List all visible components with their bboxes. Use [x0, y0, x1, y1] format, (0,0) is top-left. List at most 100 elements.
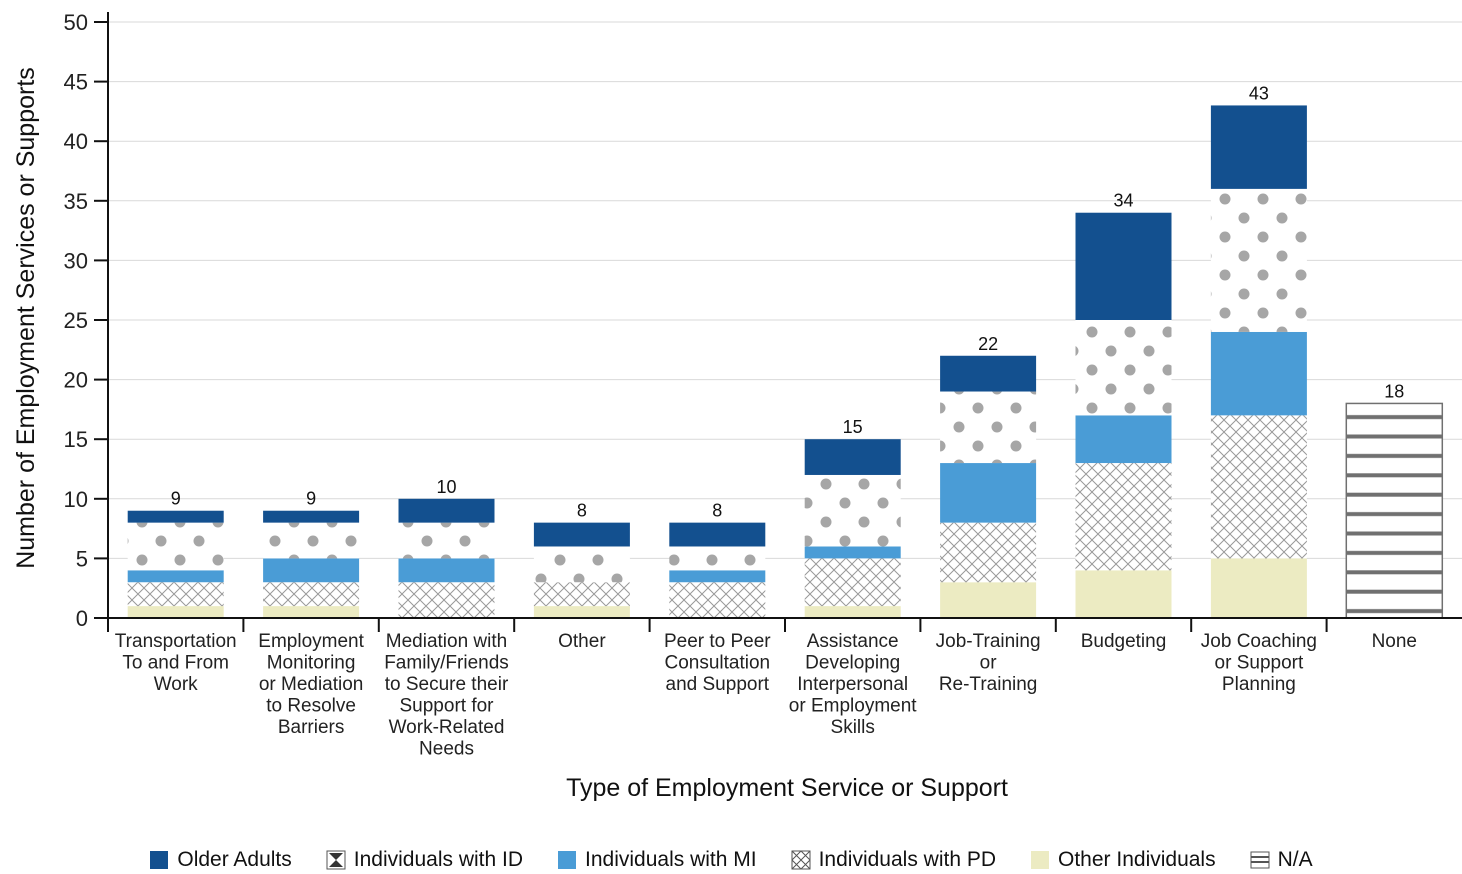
- bar-segment-id: [533, 546, 630, 583]
- legend-label: Other Individuals: [1058, 848, 1216, 871]
- bar-segment-id: [1075, 320, 1172, 416]
- x-tick-label: Re-Training: [939, 674, 1038, 695]
- y-tick-label: 25: [64, 308, 88, 333]
- bar-segment-pd: [804, 558, 901, 607]
- bar-segment-id: [669, 546, 766, 571]
- legend-item-other: Other Individuals: [1030, 848, 1216, 872]
- x-tick-label: Family/Friends: [384, 653, 509, 674]
- legend-swatch-other: [1031, 851, 1050, 869]
- bar-segment-na: [1345, 402, 1444, 619]
- bar-total-label: 9: [306, 489, 316, 509]
- bar-segment-older: [804, 439, 901, 475]
- legend-swatch-na: [1250, 851, 1270, 869]
- bar-segment-older: [1210, 105, 1307, 189]
- bar-segment-id: [398, 522, 495, 559]
- x-tick-label: Barriers: [278, 717, 345, 738]
- y-axis-title: Number of Employment Services or Support…: [12, 67, 40, 569]
- x-tick-label: or Mediation: [259, 674, 364, 695]
- bar-segment-other: [1075, 570, 1172, 618]
- bar-segment-other: [533, 606, 630, 618]
- x-tick-label: to Resolve: [266, 696, 356, 717]
- x-tick-label: Peer to Peer: [664, 631, 771, 652]
- x-tick-label: Employment: [258, 631, 364, 652]
- legend-label: Individuals with MI: [585, 848, 757, 871]
- bar-segment-older: [533, 522, 630, 547]
- x-tick-label: Developing: [805, 653, 900, 674]
- bar-segment-older: [263, 510, 360, 523]
- bar-segment-id: [1210, 188, 1307, 332]
- axes: [94, 12, 1462, 632]
- bar-total-label: 34: [1113, 191, 1133, 211]
- bar-total-label: 22: [978, 334, 998, 354]
- bar-segment-other: [940, 582, 1037, 618]
- legend-item-mi: Individuals with MI: [557, 848, 757, 872]
- gridlines: [108, 21, 1462, 559]
- bar-total-label: 8: [712, 501, 722, 521]
- bar-segment-mi: [804, 546, 901, 559]
- x-tick-label: Needs: [419, 739, 474, 760]
- bar-segment-pd: [127, 582, 224, 607]
- legend-item-na: N/A: [1250, 848, 1313, 872]
- legend-label: Individuals with ID: [353, 848, 524, 871]
- x-tick-label: Support for: [400, 696, 495, 717]
- legend-swatch-pd: [791, 850, 811, 870]
- legend-item-pd: Individuals with PD: [791, 848, 996, 872]
- x-tick-label: Transportation: [115, 631, 237, 652]
- x-axis-title: Type of Employment Service or Support: [566, 774, 1008, 802]
- y-tick-label: 20: [64, 368, 88, 393]
- bar-segment-older: [127, 510, 224, 523]
- x-tick-label: Mediation with: [386, 631, 507, 652]
- x-tick-label: Work-Related: [389, 717, 505, 738]
- bar-segment-pd: [533, 582, 630, 607]
- bar-segment-pd: [1210, 415, 1307, 559]
- bar-segment-mi: [1075, 415, 1172, 464]
- y-tick-label: 5: [76, 546, 88, 571]
- bar-segment-mi: [1210, 331, 1307, 416]
- bar-total-label: 10: [436, 477, 456, 497]
- x-tick-label: to Secure their: [385, 674, 509, 695]
- bar-total-label: 43: [1249, 83, 1269, 103]
- x-tick-label: Monitoring: [267, 653, 356, 674]
- bar-segment-pd: [1075, 463, 1172, 571]
- y-tick-label: 30: [64, 248, 88, 273]
- bar-segment-older: [1075, 212, 1172, 320]
- x-tick-label: or Support: [1215, 653, 1304, 674]
- y-tick-label: 50: [64, 10, 88, 35]
- bar-segment-other: [804, 606, 901, 618]
- bar-segment-mi: [940, 463, 1037, 523]
- bar-segment-mi: [398, 558, 495, 583]
- y-tick-label: 15: [64, 427, 88, 452]
- legend-swatch-id: [326, 850, 346, 870]
- bar-segment-id: [127, 522, 224, 571]
- y-tick-label: 0: [76, 606, 88, 631]
- bar-segment-id: [804, 474, 901, 547]
- bar-segment-mi: [669, 570, 766, 583]
- x-tick-label: Planning: [1222, 674, 1296, 695]
- legend-item-older: Older Adults: [149, 848, 292, 872]
- legend-item-id: Individuals with ID: [326, 848, 523, 872]
- y-tick-label: 35: [64, 189, 88, 214]
- x-tick-label: To and From: [122, 653, 229, 674]
- y-tick-label: 45: [64, 70, 88, 95]
- x-tick-label: Consultation: [664, 653, 770, 674]
- x-tick-label: Other: [558, 631, 606, 652]
- x-tick-label: Assistance: [807, 631, 899, 652]
- bar-segment-id: [940, 391, 1037, 464]
- bar-segment-pd: [263, 582, 360, 607]
- x-tick-label: or: [980, 653, 998, 674]
- x-tick-label: or Employment: [789, 696, 917, 717]
- bar-segment-older: [940, 355, 1037, 392]
- legend: Older Adults Individuals with ID Individua…: [0, 846, 1462, 874]
- bar-segment-other: [1210, 558, 1307, 618]
- bar-segment-older: [398, 498, 495, 523]
- bar-total-label: 8: [577, 501, 587, 521]
- bars: [127, 105, 1444, 619]
- bar-segment-mi: [263, 558, 360, 583]
- bar-total-label: 18: [1384, 381, 1404, 401]
- x-tick-label: Interpersonal: [797, 674, 908, 695]
- bar-segment-pd: [669, 582, 766, 618]
- legend-label: N/A: [1277, 848, 1313, 871]
- bar-segment-id: [263, 522, 360, 559]
